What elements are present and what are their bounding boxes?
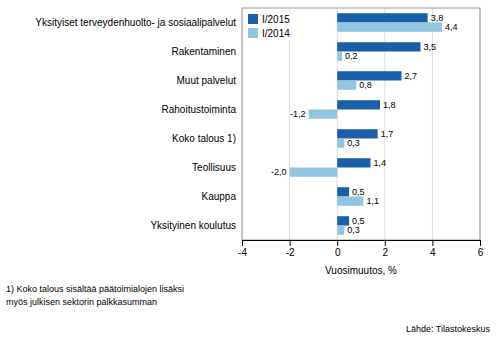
bar: [337, 158, 370, 167]
y-tick: Teollisuus: [192, 162, 236, 173]
data-label: 2,7: [404, 71, 417, 81]
bar: [337, 100, 380, 109]
legend-swatch: [248, 14, 258, 24]
x-tick-label: 0: [335, 247, 341, 258]
x-tick-mark: [480, 240, 481, 246]
y-tick-label: Koko talous 1): [172, 133, 236, 144]
bar: [337, 23, 442, 32]
legend-item: I/2015: [248, 14, 290, 25]
legend: I/2015 I/2014: [246, 12, 292, 41]
y-tick: Rakentaminen: [172, 46, 236, 57]
footnote: myös julkisen sektorin palkkasumman: [6, 297, 157, 307]
y-tick-label: Kauppa: [202, 191, 237, 202]
legend-label: I/2015: [262, 14, 290, 25]
x-axis: -4 -2 0 2 4 6: [238, 240, 484, 258]
bars: [290, 13, 442, 235]
x-axis-line: [243, 241, 481, 247]
chart: -4 -2 0 2 4 6 Yksityiset terveydenhuolto- ja s…: [0, 0, 496, 340]
x-tick-label: 4: [430, 247, 436, 258]
bar: [290, 168, 338, 177]
x-tick: 0: [335, 240, 341, 258]
data-label: 0,5: [352, 187, 365, 197]
data-label: -1,2: [290, 109, 306, 119]
y-tick: Muut palvelut: [177, 75, 237, 86]
y-tick-label: Yksityinen koulutus: [150, 220, 236, 231]
bar: [337, 139, 344, 148]
bar: [337, 197, 363, 206]
plot: -4 -2 0 2 4 6 Yksityiset terveydenhuolto- ja s…: [35, 8, 483, 276]
x-tick-mark: [337, 240, 338, 246]
bar: [337, 216, 349, 225]
y-tick-label: Yksityiset terveydenhuolto- ja sosiaalip…: [35, 17, 236, 28]
y-tick-label: Rahoitustoiminta: [162, 104, 237, 115]
bar: [337, 71, 401, 80]
y-tick-label: Teollisuus: [192, 162, 236, 173]
x-tick-label: 6: [478, 247, 484, 258]
plot-frame: [242, 8, 480, 240]
x-tick: -4: [238, 240, 247, 258]
x-tick-mark: [242, 240, 243, 246]
y-tick-label: Rakentaminen: [172, 46, 236, 57]
data-label: 3,8: [431, 13, 444, 23]
data-label: 1,7: [381, 129, 394, 139]
data-label: 1,1: [366, 196, 379, 206]
x-tick: -2: [286, 240, 295, 258]
data-label: 0,2: [345, 51, 358, 61]
legend-item: I/2014: [248, 28, 290, 39]
data-label: 1,4: [374, 158, 387, 168]
y-tick: Koko talous 1): [172, 133, 236, 144]
y-tick: Yksityiset terveydenhuolto- ja sosiaalip…: [35, 17, 236, 28]
legend-background: [246, 12, 292, 41]
x-tick: 6: [478, 240, 484, 258]
y-tick-label: Muut palvelut: [177, 75, 237, 86]
bar: [337, 81, 356, 90]
legend-swatch: [248, 28, 258, 38]
y-tick: Yksityinen koulutus: [150, 220, 236, 231]
y-tick: Rahoitustoiminta: [162, 104, 237, 115]
bar: [337, 42, 420, 51]
x-tick: 4: [430, 240, 436, 258]
data-label: -2,0: [271, 167, 287, 177]
bar: [337, 187, 349, 196]
bar: [309, 110, 338, 119]
y-tick: Kauppa: [202, 191, 237, 202]
data-label: 1,8: [383, 100, 396, 110]
data-label: 0,8: [359, 80, 372, 90]
x-tick-label: -2: [286, 247, 295, 258]
legend-label: I/2014: [262, 28, 290, 39]
source: Lähde: Tilastokeskus: [406, 324, 491, 334]
x-tick-mark: [432, 240, 433, 246]
footnote: 1) Koko talous sisältää päätoimialojen l…: [6, 284, 184, 294]
x-axis-title: Vuosimuutos, %: [325, 265, 397, 276]
x-tick-mark: [385, 240, 386, 246]
x-tick-mark: [290, 240, 291, 246]
grid: [242, 8, 480, 240]
bar: [337, 226, 344, 235]
data-label: 0,3: [347, 225, 360, 235]
data-labels: 3,83,52,71,81,71,40,50,54,40,20,8-1,20,3…: [271, 13, 457, 235]
bar: [337, 129, 377, 138]
x-tick-label: 2: [383, 247, 389, 258]
annotations: 1) Koko talous sisältää päätoimialojen l…: [6, 284, 490, 334]
data-label: 0,3: [347, 138, 360, 148]
data-label: 3,5: [424, 42, 437, 52]
x-tick: 2: [383, 240, 389, 258]
bar: [337, 52, 342, 61]
x-tick-label: -4: [238, 247, 247, 258]
bar-series: [337, 13, 427, 225]
bar-series: [290, 23, 442, 235]
y-axis: Yksityiset terveydenhuolto- ja sosiaalip…: [35, 17, 236, 231]
data-label: 4,4: [445, 22, 458, 32]
grid-line: [289, 8, 290, 240]
bar: [337, 13, 427, 22]
